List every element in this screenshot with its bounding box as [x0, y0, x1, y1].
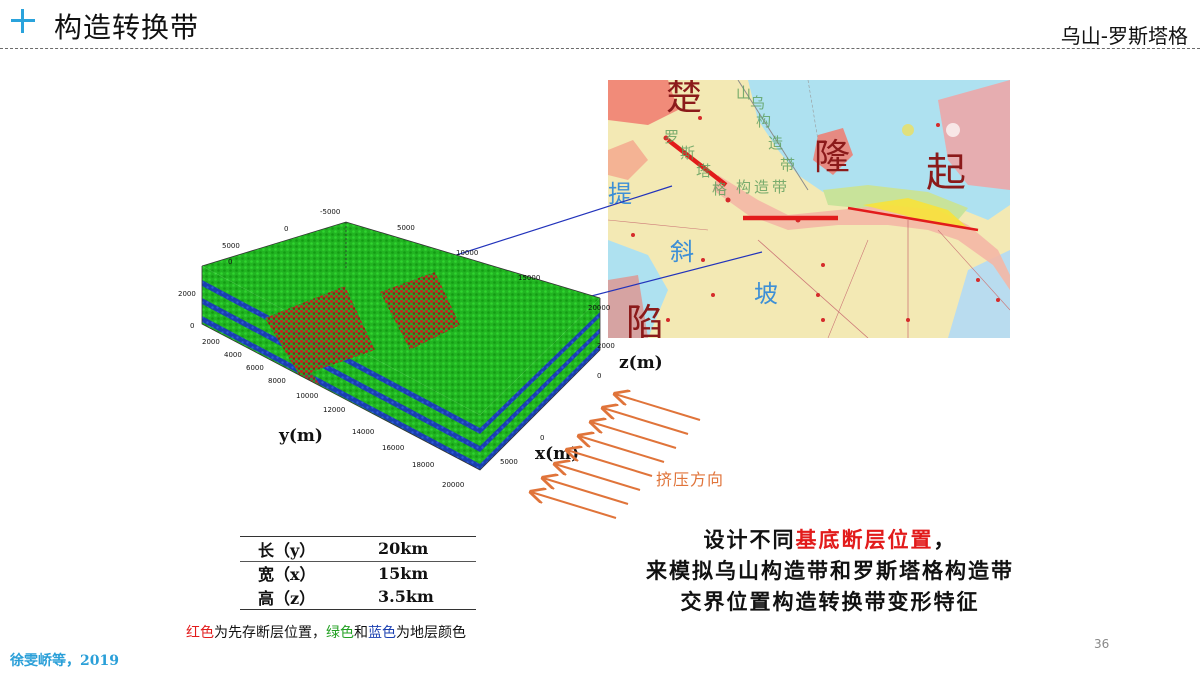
page-number: 36	[1094, 637, 1110, 651]
y-tick-2: 6000	[246, 364, 264, 372]
y-tick-9: 20000	[442, 481, 464, 489]
legend-part1: 为先存断层位置，	[214, 625, 326, 641]
z-axis-label: z(m)	[619, 353, 663, 373]
compression-arrows	[500, 380, 701, 519]
legend-blue: 蓝色	[368, 625, 396, 641]
y-tick-5: 12000	[323, 406, 345, 414]
belt-char-gou: 构	[736, 178, 752, 196]
table-row: 长（y） 20km	[240, 537, 476, 562]
belt-char-shan: 山	[736, 84, 752, 102]
summary-line-2: 来模拟乌山构造带和罗斯塔格构造带	[646, 558, 1014, 583]
legend-and: 和	[354, 625, 368, 641]
dim-label-width: 宽（x）	[258, 565, 316, 585]
belt-char-dai: 带	[772, 178, 788, 196]
top-tick-2: 5000	[397, 224, 415, 232]
dim-value-width: 15km	[378, 563, 429, 583]
color-legend: 红色为先存断层位置，绿色和蓝色为地层颜色	[186, 622, 466, 642]
belt-char-luo: 罗	[664, 128, 680, 146]
dim-label-height: 高（z）	[258, 588, 316, 608]
belt-char-ge: 格	[712, 180, 728, 198]
y-tick-4: 10000	[296, 392, 318, 400]
y-tick-8: 18000	[412, 461, 434, 469]
x-tick-0: 0	[540, 434, 544, 442]
belt-char-gou2: 构	[756, 112, 772, 130]
y-tick-1: 4000	[224, 351, 242, 359]
y-axis-label: y(m)	[279, 426, 323, 446]
dim-value-length: 20km	[378, 539, 429, 559]
y-tick-0: 2000	[202, 338, 220, 346]
left-tick-1: 0	[228, 258, 232, 266]
y-tick-7: 16000	[382, 444, 404, 452]
y-tick-6: 14000	[352, 428, 374, 436]
dim-value-height: 3.5km	[378, 587, 434, 607]
belt-char-ta: 塔	[696, 162, 712, 180]
belt-char-si: 斯	[680, 144, 696, 162]
model-graphic: -5000 0 5000 10000 15000 20000 5000 0 20…	[178, 208, 615, 489]
map-char-long: 隆	[814, 137, 851, 178]
legend-red: 红色	[186, 625, 214, 641]
model-3d: -5000 0 5000 10000 15000 20000 5000 0 20…	[160, 200, 620, 500]
top-tick-5: 20000	[588, 304, 610, 312]
left-z-tick-1: 0	[190, 322, 194, 330]
left-tick-0: 5000	[222, 242, 240, 250]
left-z-tick-0: 2000	[178, 290, 196, 298]
summary-text: 设计不同基底断层位置， 来模拟乌山构造带和罗斯塔格构造带 交界位置构造转换带变形…	[600, 524, 1060, 617]
map-char-xie: 斜	[670, 238, 694, 266]
right-z-tick-0: 2000	[597, 342, 615, 350]
right-z-tick-1: 0	[597, 372, 601, 380]
geological-map: 楚 隆 起 陷 提 斜 坡 罗 斯 塔 格 构 造 带 乌 山 构 造 带	[608, 80, 1010, 338]
citation: 徐雯峤等，2019	[10, 653, 119, 669]
header-divider	[0, 48, 1200, 49]
y-tick-3: 8000	[268, 377, 286, 385]
table-row: 宽（x） 15km	[240, 562, 476, 586]
x-tick-1: 5000	[500, 458, 518, 466]
summary-line-1: 设计不同基底断层位置，	[600, 524, 1060, 555]
plus-icon	[8, 6, 38, 36]
map-graphic	[608, 80, 1010, 338]
top-tick-1: 0	[284, 225, 288, 233]
page-title: 构造转换带	[54, 11, 200, 44]
top-tick-0: -5000	[320, 208, 340, 216]
top-tick-3: 10000	[456, 249, 478, 257]
map-char-po: 坡	[754, 280, 778, 308]
dim-label-length: 长（y）	[258, 540, 316, 560]
compression-direction-label: 挤压方向	[656, 470, 725, 489]
legend-part2: 为地层颜色	[396, 625, 466, 641]
summary-line-1-pre: 设计不同	[703, 527, 796, 552]
map-char-xian: 陷	[626, 301, 665, 338]
top-tick-4: 15000	[518, 274, 540, 282]
map-char-chu: 楚	[666, 80, 703, 118]
map-char-ti: 提	[608, 180, 632, 208]
summary-highlight: 基底断层位置	[795, 527, 934, 552]
table-row: 高（z） 3.5km	[240, 585, 476, 609]
region-label: 乌山-罗斯塔格	[1060, 24, 1188, 48]
map-char-qi: 起	[926, 150, 966, 196]
dimensions-table: 长（y） 20km 宽（x） 15km 高（z） 3.5km	[240, 536, 476, 610]
belt-char-dai2: 带	[780, 156, 796, 174]
belt-char-zao: 造	[754, 178, 770, 196]
belt-char-wu: 乌	[750, 94, 766, 112]
summary-line-3: 交界位置构造转换带变形特征	[680, 589, 980, 614]
belt-char-zao2: 造	[768, 134, 784, 152]
legend-green: 绿色	[326, 625, 354, 641]
summary-line-1-post: ，	[933, 527, 957, 552]
